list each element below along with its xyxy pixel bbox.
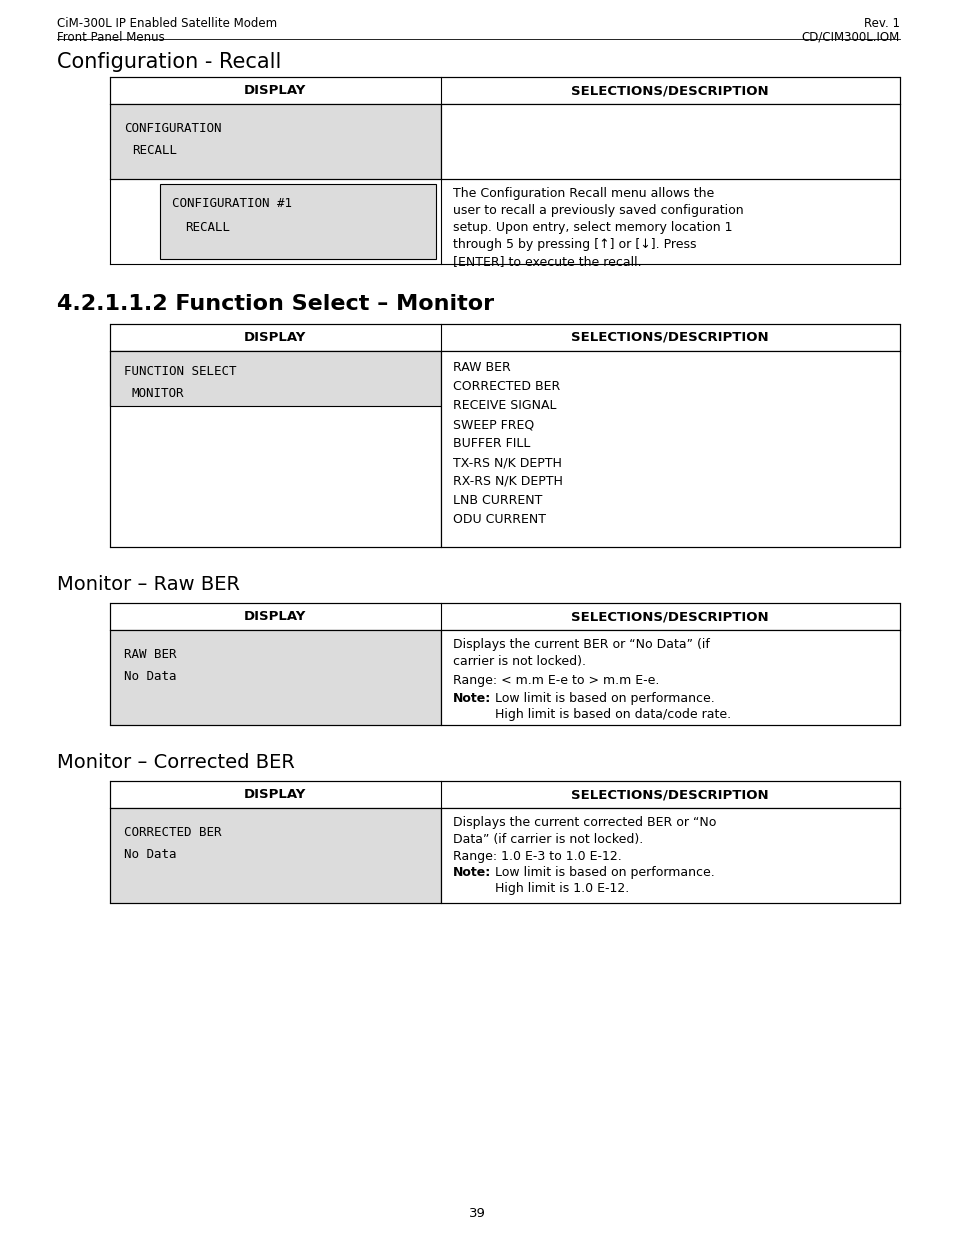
Text: TX-RS N/K DEPTH: TX-RS N/K DEPTH <box>453 456 561 469</box>
Text: CORRECTED BER: CORRECTED BER <box>453 380 559 393</box>
Text: DISPLAY: DISPLAY <box>244 84 306 98</box>
Bar <box>110 324 899 351</box>
Text: The Configuration Recall menu allows the
user to recall a previously saved confi: The Configuration Recall menu allows the… <box>453 186 742 268</box>
Text: SELECTIONS/DESCRIPTION: SELECTIONS/DESCRIPTION <box>571 610 768 622</box>
Text: Note:: Note: <box>453 866 491 879</box>
Text: DISPLAY: DISPLAY <box>244 610 306 622</box>
Text: LNB CURRENT: LNB CURRENT <box>453 494 542 508</box>
Text: 39: 39 <box>468 1207 485 1220</box>
Text: Low limit is based on performance.: Low limit is based on performance. <box>495 866 714 879</box>
Text: RECALL: RECALL <box>185 221 230 233</box>
Bar <box>110 351 440 406</box>
Text: High limit is based on data/code rate.: High limit is based on data/code rate. <box>495 708 730 721</box>
Bar <box>110 603 899 630</box>
Text: Range: < m.m E-e to > m.m E-e.: Range: < m.m E-e to > m.m E-e. <box>453 674 659 687</box>
Text: RECALL: RECALL <box>132 144 177 157</box>
Bar <box>440 630 899 725</box>
Text: CD/CIM300L.IOM: CD/CIM300L.IOM <box>801 31 899 44</box>
Text: RAW BER: RAW BER <box>453 361 510 374</box>
Text: DISPLAY: DISPLAY <box>244 788 306 802</box>
Text: SELECTIONS/DESCRIPTION: SELECTIONS/DESCRIPTION <box>571 788 768 802</box>
Text: No Data: No Data <box>124 848 176 861</box>
Text: ODU CURRENT: ODU CURRENT <box>453 513 545 526</box>
Text: CiM-300L IP Enabled Satellite Modem: CiM-300L IP Enabled Satellite Modem <box>57 17 276 30</box>
Text: SWEEP FREQ: SWEEP FREQ <box>453 417 534 431</box>
Text: No Data: No Data <box>124 671 176 683</box>
Bar <box>110 351 440 547</box>
Bar <box>110 630 440 725</box>
Bar <box>110 104 440 179</box>
Text: FUNCTION SELECT: FUNCTION SELECT <box>124 366 236 378</box>
Text: 4.2.1.1.2 Function Select – Monitor: 4.2.1.1.2 Function Select – Monitor <box>57 294 494 314</box>
Text: Monitor – Corrected BER: Monitor – Corrected BER <box>57 753 294 772</box>
Text: SELECTIONS/DESCRIPTION: SELECTIONS/DESCRIPTION <box>571 84 768 98</box>
Text: RX-RS N/K DEPTH: RX-RS N/K DEPTH <box>453 475 562 488</box>
Text: Monitor – Raw BER: Monitor – Raw BER <box>57 576 240 594</box>
Text: Rev. 1: Rev. 1 <box>863 17 899 30</box>
Text: Front Panel Menus: Front Panel Menus <box>57 31 165 44</box>
Text: MONITOR: MONITOR <box>132 387 184 400</box>
Text: SELECTIONS/DESCRIPTION: SELECTIONS/DESCRIPTION <box>571 331 768 345</box>
Text: High limit is 1.0 E-12.: High limit is 1.0 E-12. <box>495 882 629 895</box>
Bar <box>440 104 899 179</box>
Text: CORRECTED BER: CORRECTED BER <box>124 826 221 839</box>
Bar <box>110 77 899 104</box>
Text: CONFIGURATION #1: CONFIGURATION #1 <box>172 198 292 210</box>
Text: BUFFER FILL: BUFFER FILL <box>453 437 530 450</box>
Text: RECEIVE SIGNAL: RECEIVE SIGNAL <box>453 399 556 412</box>
Text: Displays the current BER or “No Data” (if
carrier is not locked).: Displays the current BER or “No Data” (i… <box>453 638 709 668</box>
Text: Configuration - Recall: Configuration - Recall <box>57 52 281 72</box>
Text: DISPLAY: DISPLAY <box>244 331 306 345</box>
Text: CONFIGURATION: CONFIGURATION <box>124 122 221 135</box>
Text: Low limit is based on performance.: Low limit is based on performance. <box>495 692 714 705</box>
Text: Displays the current corrected BER or “No
Data” (if carrier is not locked).
Rang: Displays the current corrected BER or “N… <box>453 816 716 863</box>
Bar <box>160 184 436 259</box>
Bar <box>110 808 440 903</box>
Bar <box>110 781 899 808</box>
Bar <box>440 351 899 547</box>
Text: RAW BER: RAW BER <box>124 648 176 661</box>
Text: Note:: Note: <box>453 692 491 705</box>
Bar <box>440 808 899 903</box>
